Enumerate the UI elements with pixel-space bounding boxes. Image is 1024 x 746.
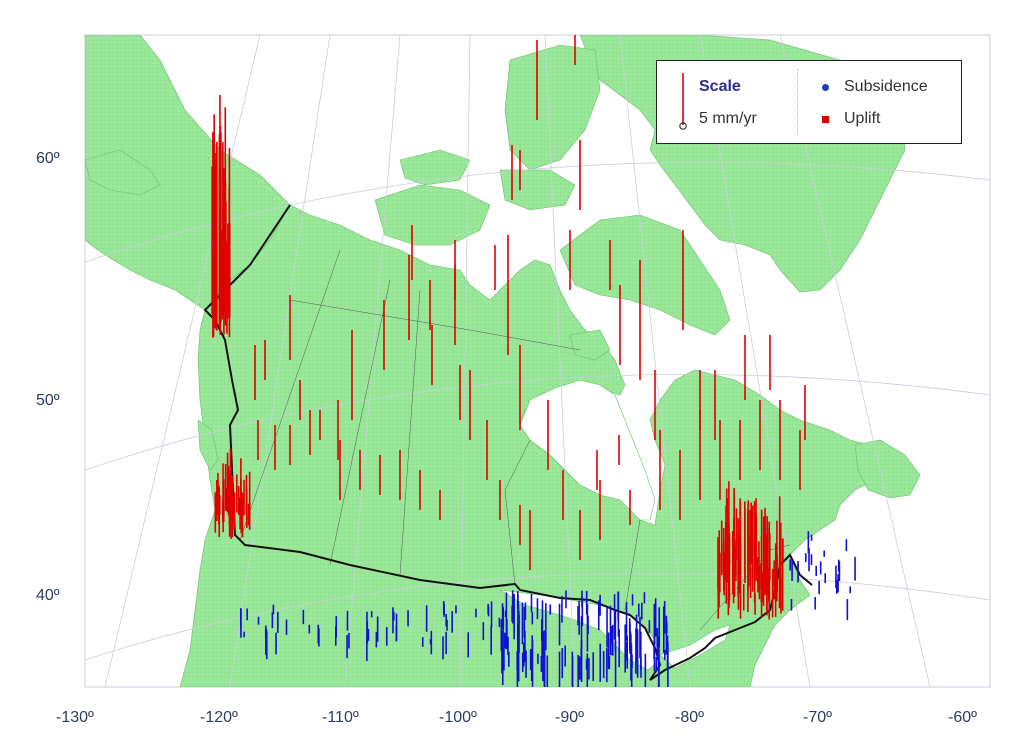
ellesmere-island [504, 44, 601, 171]
subsidence-label: Subsidence [844, 78, 928, 95]
lon-tick-label: -100º [439, 709, 477, 726]
lon-tick-label: -110º [322, 709, 359, 726]
southampton-island [569, 329, 611, 361]
lon-tick-label: -90º [555, 709, 584, 726]
baffin-island [559, 214, 731, 336]
scale-bar-icon [679, 73, 687, 130]
lon-tick-label: -60º [948, 709, 977, 726]
lat-tick-label: 60º [36, 150, 60, 167]
banks-island [399, 149, 471, 186]
subsidence-marker-icon [822, 84, 829, 91]
lat-tick-label: 40º [36, 587, 60, 604]
uplift-label: Uplift [844, 110, 881, 127]
legend-divider [797, 69, 798, 135]
victoria-island [374, 184, 491, 246]
scale-value: 5 mm/yr [699, 110, 757, 127]
lat-tick-labels: 60º 50º 40º [36, 150, 60, 604]
vancouver-island [197, 419, 219, 471]
scale-title: Scale [699, 78, 741, 95]
lat-tick-label: 50º [36, 392, 60, 409]
devon-island [499, 169, 576, 211]
newfoundland [854, 439, 921, 499]
lon-tick-labels: -130º -120º -110º -100º -90º -80º -70º -… [56, 709, 977, 726]
canada-us-border [203, 204, 813, 681]
lon-tick-label: -80º [675, 709, 704, 726]
alaska-islands [85, 149, 161, 196]
lon-tick-label: -70º [803, 709, 832, 726]
lon-tick-label: -120º [200, 709, 238, 726]
lon-tick-label: -130º [56, 709, 94, 726]
uplift-marker-icon [822, 116, 829, 123]
map-legend: Scale 5 mm/yr Subsidence Uplift [656, 60, 962, 144]
station-bars [211, 35, 856, 687]
